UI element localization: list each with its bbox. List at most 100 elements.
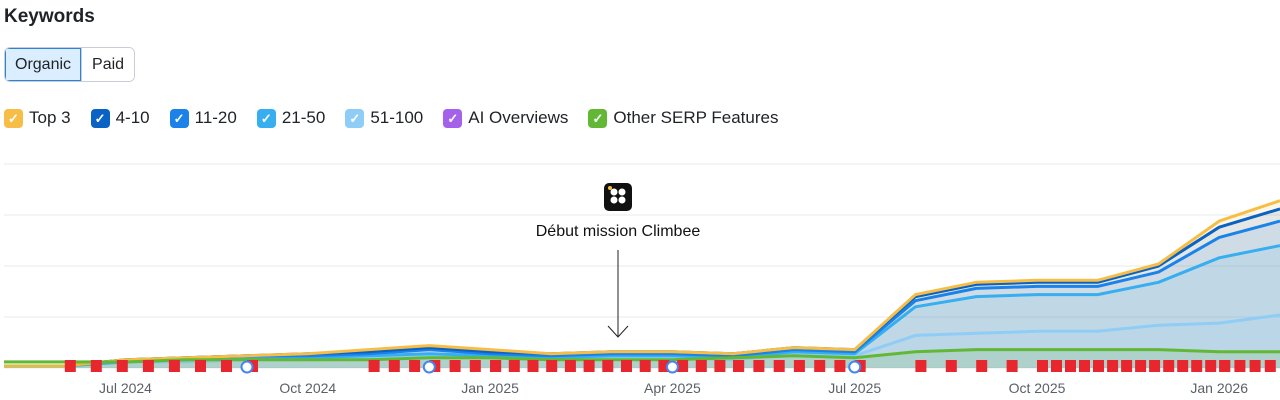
climbee-logo-icon (604, 183, 632, 211)
logo-dot (610, 188, 618, 196)
x-tick-label: Oct 2025 (1009, 380, 1066, 396)
update-flag (1149, 360, 1161, 372)
area-11-20 (4, 221, 1280, 368)
update-flag (564, 360, 576, 372)
update-flag (1249, 360, 1261, 372)
section-title: Keywords (4, 6, 95, 27)
checkbox-icon: ✓ (90, 108, 110, 128)
google-update-icon (848, 360, 862, 374)
update-flag (976, 360, 988, 372)
update-flag (583, 360, 595, 372)
update-flag (195, 360, 206, 372)
area-top 3 (4, 200, 1280, 368)
x-tick-label: Jan 2025 (461, 380, 519, 396)
legend-label: Top 3 (29, 108, 71, 127)
checkbox-icon: ✓ (345, 108, 365, 128)
update-flag (409, 360, 421, 372)
update-flag (490, 360, 502, 372)
legend-label: 51-100 (370, 108, 424, 127)
x-tick-label: Jan 2026 (1190, 380, 1248, 396)
legend-item-4-10[interactable]: ✓ 4-10 (90, 108, 150, 128)
legend-label: Other SERP Features (613, 108, 779, 127)
tab-organic[interactable]: Organic (5, 48, 82, 81)
update-flag (1006, 360, 1018, 372)
chart-legend: ✓ Top 3 ✓ 4-10 ✓ 11-20 ✓ 21-50 ✓ 51-100 … (4, 108, 778, 128)
update-flag (714, 360, 726, 372)
legend-item-top-3[interactable]: ✓ Top 3 (4, 108, 71, 128)
area-21-50 (4, 245, 1280, 368)
x-tick-label: Jul 2024 (99, 380, 152, 396)
google-update-icon (422, 360, 436, 374)
update-flag (221, 360, 232, 372)
update-flag (621, 360, 632, 372)
legend-label: 11-20 (194, 108, 237, 127)
update-flag (1177, 360, 1189, 372)
update-flag (753, 360, 765, 372)
update-flag (469, 360, 481, 372)
update-flag (546, 360, 558, 372)
legend-label: AI Overviews (468, 108, 569, 127)
x-tick-label: Jul 2025 (828, 380, 881, 396)
update-flag (90, 360, 102, 372)
checkbox-icon: ✓ (4, 108, 23, 128)
update-flag (793, 360, 805, 372)
tab-group: Organic Paid (4, 47, 136, 82)
update-flag (773, 360, 785, 372)
logo-dot (618, 188, 626, 196)
update-flag (915, 360, 927, 372)
tab-paid[interactable]: Paid (81, 48, 135, 81)
update-flag (388, 360, 400, 372)
area-4-10 (4, 208, 1280, 368)
update-flag (64, 360, 76, 372)
arrow-head (607, 325, 629, 338)
update-flag (1264, 360, 1276, 372)
area-other-serp-features (4, 349, 1280, 368)
annotation-label: Début mission Climbee (536, 223, 701, 240)
legend-label: 21-50 (281, 108, 326, 127)
update-flag (1219, 360, 1231, 372)
checkbox-icon: ✓ (169, 108, 189, 128)
checkbox-icon: ✓ (588, 108, 608, 128)
update-flag (658, 360, 670, 372)
update-flag (1051, 360, 1062, 372)
update-flag (508, 360, 520, 372)
update-flag (116, 360, 128, 372)
update-flag (1121, 360, 1133, 372)
update-flag (1205, 360, 1217, 372)
update-flag (733, 360, 745, 372)
series-line-top 3 (4, 199, 1280, 368)
update-flag (1163, 360, 1175, 372)
legend-item-11-20[interactable]: ✓ 11-20 (169, 108, 237, 128)
legend-item-51-100[interactable]: ✓ 51-100 (345, 108, 423, 128)
legend-item-21-50[interactable]: ✓ 21-50 (256, 108, 326, 128)
update-flag (142, 360, 154, 372)
logo-dot (610, 196, 618, 204)
series-line-other-serp-features (4, 348, 1280, 364)
update-flag (695, 360, 707, 372)
update-flag (449, 360, 461, 372)
checkbox-icon: ✓ (256, 108, 276, 128)
update-flag (168, 360, 180, 372)
x-tick-label: Oct 2024 (279, 380, 336, 396)
update-flag (639, 360, 651, 372)
checkbox-icon: ✓ (443, 108, 463, 128)
logo-dot (618, 196, 626, 204)
update-flag (1135, 360, 1147, 372)
x-tick-label: Apr 2025 (644, 380, 701, 396)
legend-item-ai-overviews[interactable]: ✓ AI Overviews (443, 108, 568, 128)
update-flag (1191, 360, 1203, 372)
keywords-chart: Jul 2024 Oct 2024 Jan 2025 Apr 2025 Jul 2025… (4, 163, 1280, 396)
update-flag (945, 360, 957, 372)
update-flag (814, 360, 826, 372)
update-flag (834, 360, 846, 372)
update-flag (602, 360, 614, 372)
legend-item-other-serp-features[interactable]: ✓ Other SERP Features (588, 108, 778, 128)
google-update-icon (665, 360, 679, 374)
logo-dot-accent (608, 186, 612, 190)
update-flag (1079, 360, 1090, 372)
legend-label: 4-10 (115, 108, 150, 127)
update-flag (368, 360, 380, 372)
update-flag (677, 360, 689, 372)
update-flag (1065, 360, 1076, 372)
update-flag (1093, 360, 1104, 372)
